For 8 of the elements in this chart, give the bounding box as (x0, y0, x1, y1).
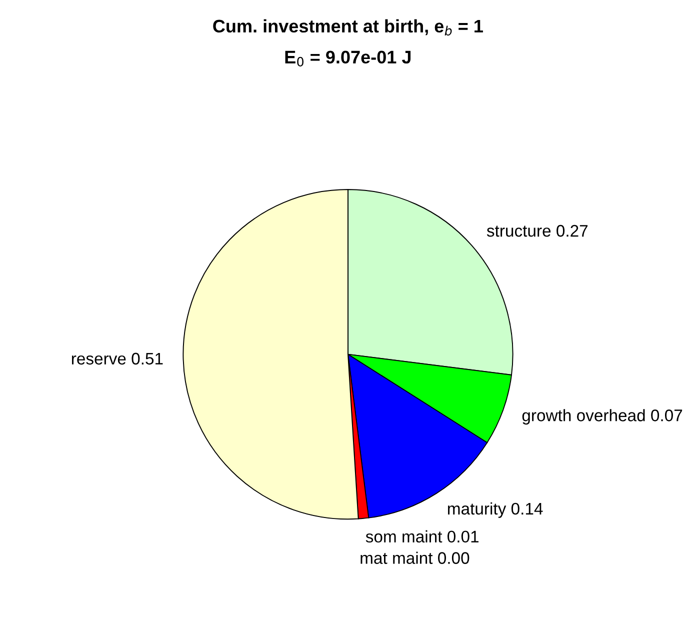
chart-title: Cum. investment at birth, e$_{b}$ = 1 (213, 19, 483, 36)
chart-subtitle: E$_{0}$ = 9.07e-01 J (285, 50, 411, 66)
slice-label: growth overhead 0.07 (522, 409, 682, 425)
category-label: mat maint 0.00 (360, 552, 470, 564)
slice-label: som maint 0.01 (366, 530, 478, 543)
slice-label: structure 0.27 (486, 224, 588, 237)
slice-label: maturity 0.14 (448, 502, 543, 518)
slice-label: reserve 0.51 (72, 352, 163, 365)
